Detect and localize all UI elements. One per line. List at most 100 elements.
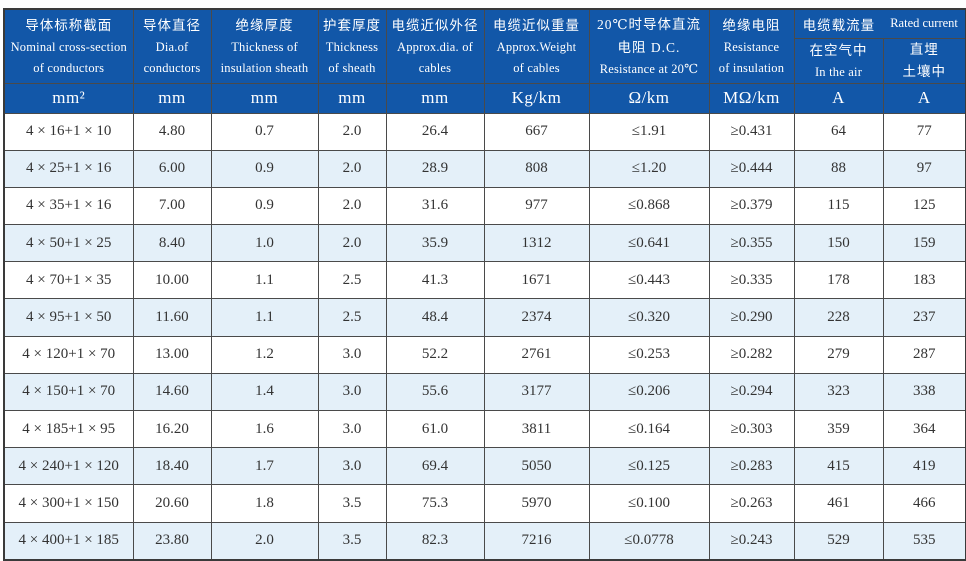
table-cell: ≤0.0778 <box>588 521 710 561</box>
unit-cell: Kg/km <box>483 82 590 114</box>
table-cell: 529 <box>793 521 884 561</box>
table-cell: 3.5 <box>317 484 387 523</box>
cable-spec-table: 导体标称截面 Nominal cross-section of conducto… <box>3 8 966 561</box>
unit-cell: Ω/km <box>588 82 710 114</box>
table-cell: 183 <box>882 261 966 300</box>
table-row: 4 × 95+1 × 50 11.60 1.1 2.5 48.4 2374 ≤0.320 ≥0… <box>3 298 966 337</box>
table-cell: ≥0.444 <box>708 149 795 188</box>
table-cell: ≤0.100 <box>588 484 710 523</box>
header-line-zh: 绝缘电阻 <box>722 17 781 33</box>
table-cell: ≥0.282 <box>708 335 795 374</box>
table-cell: 667 <box>483 112 590 151</box>
table-cell: 69.4 <box>385 447 485 486</box>
table-row: 4 × 300+1 × 150 20.60 1.8 3.5 75.3 5970 ≤0.100… <box>3 484 966 523</box>
table-cell: 97 <box>882 149 966 188</box>
table-cell: 4 × 300+1 × 150 <box>3 484 134 523</box>
table-row: 4 × 400+1 × 185 23.80 2.0 3.5 82.3 7216 ≤0.077… <box>3 521 966 561</box>
table-cell: 115 <box>793 186 884 226</box>
table-cell: 10.00 <box>132 261 212 300</box>
table-row: 4 × 120+1 × 70 13.00 1.2 3.0 52.2 2761 ≤0.253 ≥… <box>3 335 966 374</box>
header-line-en: Approx.Weight <box>496 39 577 54</box>
table-cell: ≥0.431 <box>708 112 795 151</box>
table-cell: 466 <box>882 484 966 523</box>
header-line-zh: 电缆近似外径 <box>391 17 479 33</box>
table-cell: 2761 <box>483 335 590 374</box>
table-row: 4 × 150+1 × 70 14.60 1.4 3.0 55.6 3177 ≤0.206 ≥… <box>3 372 966 412</box>
table-cell: 41.3 <box>385 261 485 300</box>
table-cell: 2.0 <box>210 521 319 561</box>
header-line-en: conductors <box>143 60 201 75</box>
table-row: 4 × 185+1 × 95 16.20 1.6 3.0 61.0 3811 ≤0.164 ≥… <box>3 409 966 449</box>
table-cell: 52.2 <box>385 335 485 374</box>
header-line-en: of insulation <box>718 60 785 75</box>
table-row: 4 × 25+1 × 16 6.00 0.9 2.0 28.9 808 ≤1.20 ≥0.44… <box>3 149 966 188</box>
table-row: 4 × 35+1 × 16 7.00 0.9 2.0 31.6 977 ≤0.868 ≥0.3… <box>3 186 966 226</box>
table-cell: 4 × 120+1 × 70 <box>3 335 134 374</box>
unit-cell: mm <box>317 82 387 114</box>
table-cell: ≤1.91 <box>588 112 710 151</box>
table-cell: ≥0.283 <box>708 447 795 486</box>
col-header-approx-diameter: 电缆近似外径 Approx.dia. of cables <box>385 8 485 84</box>
table-cell: 228 <box>793 298 884 337</box>
table-cell: 4 × 16+1 × 10 <box>3 112 134 151</box>
header-line-en: Resistance at 20℃ <box>599 61 699 76</box>
table-cell: 159 <box>882 224 966 263</box>
table-cell: 150 <box>793 224 884 263</box>
header-line-en: insulation sheath <box>220 60 309 75</box>
table-cell: 4 × 185+1 × 95 <box>3 409 134 449</box>
col-header-nominal-cross-section: 导体标称截面 Nominal cross-section of conducto… <box>3 8 134 84</box>
header-line-zh: 电缆近似重量 <box>493 17 580 33</box>
table-cell: 237 <box>882 298 966 337</box>
table-cell: 1.2 <box>210 335 319 374</box>
table-cell: ≤0.164 <box>588 409 710 449</box>
unit-cell: A <box>793 82 884 114</box>
unit-cell: mm <box>385 82 485 114</box>
header-line-en: of conductors <box>33 60 105 75</box>
table-cell: 1312 <box>483 224 590 263</box>
header-line-en: cables <box>418 60 452 75</box>
col-header-insulation-thickness: 绝缘厚度 Thickness of insulation sheath <box>210 8 319 84</box>
table-cell: ≥0.355 <box>708 224 795 263</box>
table-cell: 3.0 <box>317 372 387 412</box>
table-cell: 0.9 <box>210 149 319 188</box>
table-cell: ≥0.243 <box>708 521 795 561</box>
table-row: 4 × 240+1 × 120 18.40 1.7 3.0 69.4 5050 ≤0.125… <box>3 447 966 486</box>
table-cell: 3177 <box>483 372 590 412</box>
table-cell: 88 <box>793 149 884 188</box>
table-cell: 0.9 <box>210 186 319 226</box>
table-cell: ≤1.20 <box>588 149 710 188</box>
unit-cell: A <box>882 82 966 114</box>
table-cell: 20.60 <box>132 484 212 523</box>
table-cell: 61.0 <box>385 409 485 449</box>
unit-cell: mm <box>210 82 319 114</box>
table-cell: 3.5 <box>317 521 387 561</box>
table-cell: 2.5 <box>317 298 387 337</box>
table-row: 4 × 16+1 × 10 4.80 0.7 2.0 26.4 667 ≤1.91 ≥0.43… <box>3 112 966 151</box>
table-cell: 6.00 <box>132 149 212 188</box>
table-cell: ≤0.253 <box>588 335 710 374</box>
col-header-sheath-thickness: 护套厚度 Thickness of sheath <box>317 8 387 84</box>
table-cell: 7216 <box>483 521 590 561</box>
table-cell: 2.5 <box>317 261 387 300</box>
table-cell: ≤0.641 <box>588 224 710 263</box>
header-line-zh: 土壤中 <box>902 63 946 79</box>
header-line-en: In the air <box>814 64 863 79</box>
table-cell: ≥0.290 <box>708 298 795 337</box>
header-line-zh: 护套厚度 <box>323 17 381 33</box>
table-cell: 338 <box>882 372 966 412</box>
header-line-zh: 绝缘厚度 <box>235 17 294 33</box>
col-header-insulation-resistance: 绝缘电阻 Resistance of insulation <box>708 8 795 84</box>
table-cell: 977 <box>483 186 590 226</box>
table-cell: 77 <box>882 112 966 151</box>
table-cell: 28.9 <box>385 149 485 188</box>
table-cell: 31.6 <box>385 186 485 226</box>
table-cell: ≥0.379 <box>708 186 795 226</box>
table-cell: 4 × 95+1 × 50 <box>3 298 134 337</box>
col-header-in-air: 在空气中 In the air <box>793 37 884 84</box>
table-cell: ≥0.335 <box>708 261 795 300</box>
table-cell: 535 <box>882 521 966 561</box>
table-cell: 13.00 <box>132 335 212 374</box>
table-row: 4 × 50+1 × 25 8.40 1.0 2.0 35.9 1312 ≤0.641 ≥0.… <box>3 224 966 263</box>
header-line-zh: 电缆载流量 <box>802 17 876 33</box>
table-cell: 808 <box>483 149 590 188</box>
